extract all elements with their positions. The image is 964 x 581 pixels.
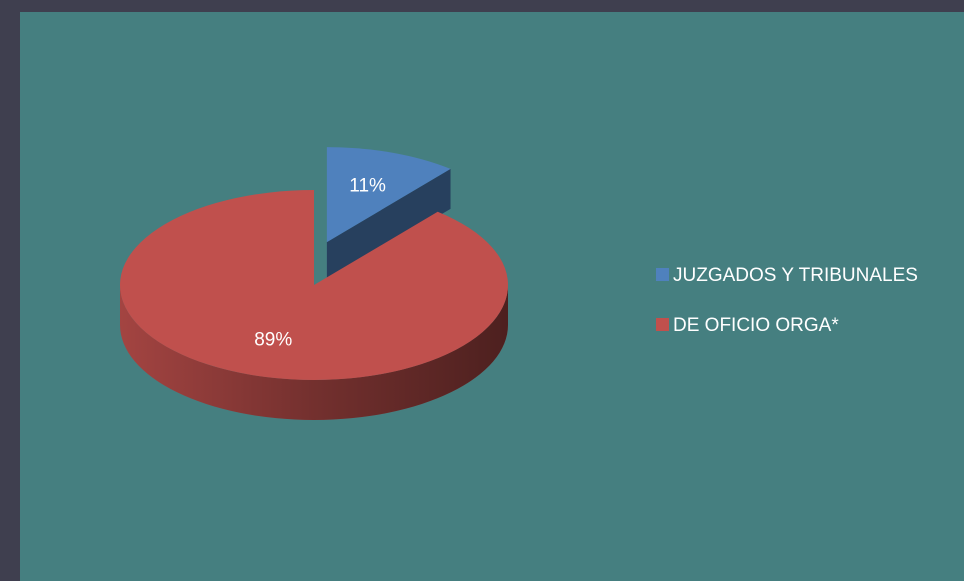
legend-swatch xyxy=(656,318,669,331)
slice-side-shade xyxy=(120,285,508,420)
legend-swatch xyxy=(656,268,669,281)
legend-label: DE OFICIO ORGA* xyxy=(673,315,839,336)
slice xyxy=(326,147,451,243)
slice xyxy=(119,190,508,380)
data-label: 89% xyxy=(254,329,292,350)
legend-label: JUZGADOS Y TRIBUNALES xyxy=(673,265,918,286)
slice-cut-shade xyxy=(326,168,451,283)
data-label: 11% xyxy=(349,176,386,197)
